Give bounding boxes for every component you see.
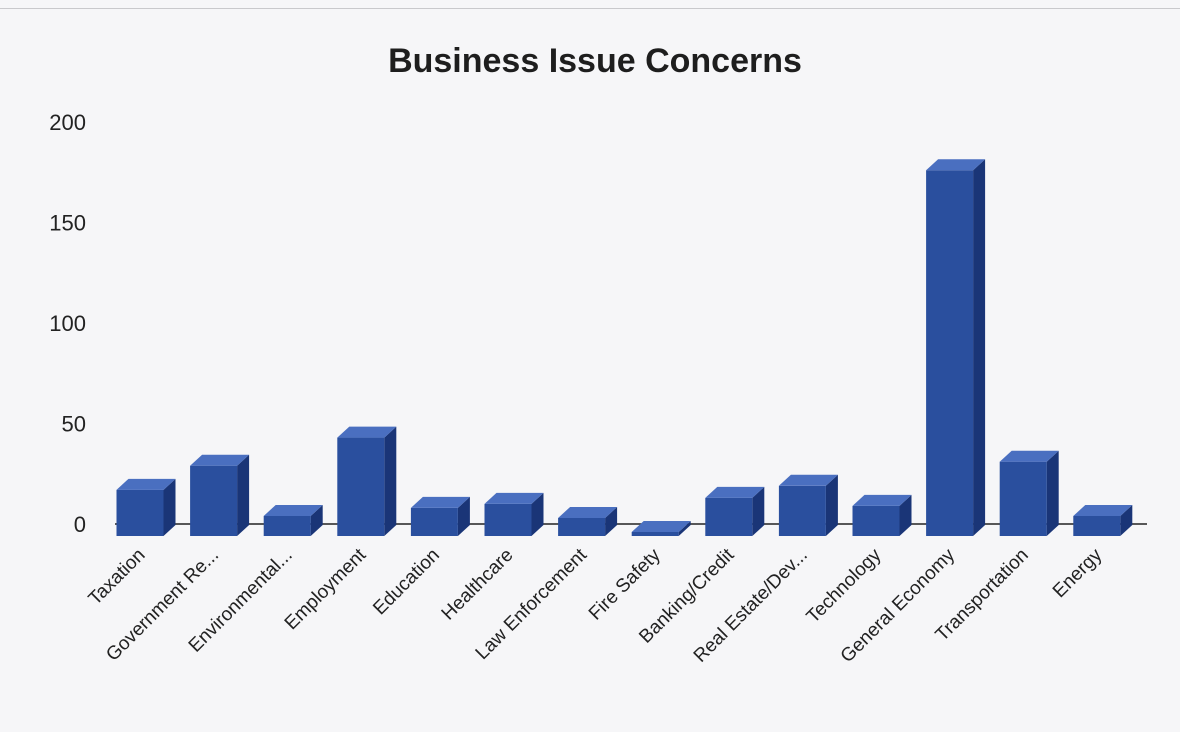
chart-title: Business Issue Concerns: [388, 42, 802, 80]
bar-front-face: [999, 461, 1047, 536]
bar-front-face: [852, 505, 900, 536]
bar-front-face: [631, 532, 679, 536]
bar-front-face: [558, 517, 606, 536]
y-tick-label: 50: [62, 412, 86, 437]
bar-environmental: [263, 504, 323, 536]
bar-government-re: [190, 454, 250, 536]
bar-side-face: [605, 506, 618, 536]
bar-front-face: [1073, 515, 1121, 536]
bar-side-face: [973, 159, 986, 537]
x-tick-label: Fire Safety: [585, 544, 665, 624]
bar-technology: [852, 494, 912, 536]
y-tick-label: 100: [49, 311, 86, 336]
bar-front-face: [778, 485, 826, 536]
bar-top-face: [631, 521, 691, 532]
bar-front-face: [484, 503, 532, 536]
x-tick-label: Taxation: [85, 545, 150, 610]
y-tick-label: 150: [49, 211, 86, 236]
bar-banking-credit: [705, 486, 765, 536]
bar-top-face: [999, 450, 1059, 462]
bar-front-face: [337, 437, 385, 536]
bar-fire-safety: [631, 521, 691, 536]
bar-side-face: [899, 494, 912, 536]
bar-top-face: [1073, 504, 1133, 516]
bar-real-estate-dev: [778, 474, 838, 536]
bar-front-face: [116, 489, 164, 536]
bar-front-face: [263, 515, 311, 536]
bar-front-face: [705, 497, 753, 536]
bar-top-face: [190, 454, 250, 466]
bar-side-face: [163, 478, 176, 536]
bar-side-face: [825, 474, 838, 536]
bar-top-face: [926, 159, 986, 171]
bar-side-face: [384, 426, 397, 536]
bar-front-face: [410, 507, 458, 536]
bar-top-face: [116, 478, 176, 490]
bar-healthcare: [484, 492, 544, 536]
top-divider: [0, 8, 1180, 9]
bar-side-face: [1046, 450, 1059, 536]
x-tick-label: Energy: [1049, 544, 1107, 602]
bar-education: [410, 496, 470, 536]
bar-top-face: [410, 496, 470, 508]
bar-top-face: [778, 474, 838, 486]
bar-top-face: [337, 426, 397, 438]
bar-top-face: [263, 504, 323, 516]
bar-top-face: [484, 492, 544, 504]
bar-side-face: [457, 496, 470, 536]
bar-taxation: [116, 478, 176, 536]
bar-energy: [1073, 504, 1133, 536]
bar-top-face: [705, 486, 765, 498]
bar-side-face: [237, 454, 250, 536]
x-tick-label: Education: [369, 545, 444, 620]
bar-transportation: [999, 450, 1059, 536]
bar-side-face: [310, 504, 323, 536]
bar-employment: [337, 426, 397, 536]
y-tick-label: 200: [49, 110, 86, 135]
bar-general-economy: [926, 159, 986, 537]
bar-top-face: [852, 494, 912, 506]
bar-law-enforcement: [558, 506, 618, 536]
bar-side-face: [752, 486, 765, 536]
bar-side-face: [1120, 504, 1133, 536]
bar-front-face: [926, 170, 974, 537]
x-tick-label: Healthcare: [438, 545, 518, 625]
y-tick-label: 0: [74, 512, 86, 537]
bar-side-face: [678, 521, 691, 536]
bar-front-face: [190, 465, 238, 536]
bar-side-face: [531, 492, 544, 536]
bar-top-face: [558, 506, 618, 518]
